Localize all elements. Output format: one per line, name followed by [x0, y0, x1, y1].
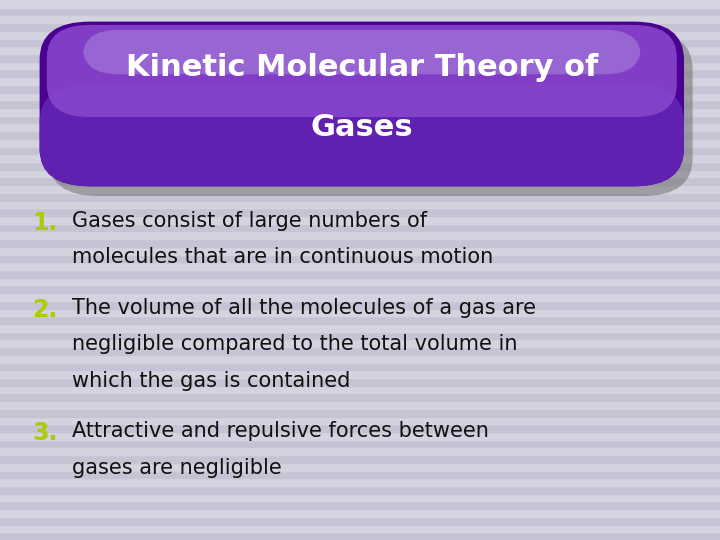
Bar [0, 340, 720, 347]
Bar [0, 440, 720, 448]
Bar [0, 46, 720, 54]
FancyBboxPatch shape [47, 25, 677, 117]
Bar [0, 394, 720, 401]
Bar [0, 170, 720, 178]
Bar [0, 200, 720, 208]
Bar [0, 16, 720, 23]
Bar [0, 38, 720, 46]
Bar [0, 70, 720, 77]
Bar [0, 308, 720, 316]
Text: Kinetic Molecular Theory of: Kinetic Molecular Theory of [126, 53, 598, 82]
Bar [0, 455, 720, 463]
Bar [0, 502, 720, 509]
Bar [0, 131, 720, 139]
Text: which the gas is contained: which the gas is contained [72, 371, 351, 391]
Bar [0, 355, 720, 362]
Bar [0, 154, 720, 162]
Text: Gases consist of large numbers of: Gases consist of large numbers of [72, 211, 427, 231]
Bar [0, 470, 720, 478]
Bar [0, 0, 720, 8]
Bar [0, 409, 720, 416]
Bar [0, 232, 720, 239]
Bar [0, 432, 720, 440]
Text: 1.: 1. [32, 211, 58, 234]
Bar [0, 347, 720, 355]
Text: gases are negligible: gases are negligible [72, 458, 282, 478]
FancyBboxPatch shape [40, 84, 684, 186]
Bar [0, 463, 720, 470]
Bar [0, 92, 720, 100]
Bar [0, 216, 720, 224]
Bar [0, 401, 720, 409]
Bar [0, 370, 720, 378]
Bar [0, 178, 720, 185]
Bar [0, 286, 720, 293]
Bar [0, 262, 720, 270]
Bar [0, 239, 720, 247]
FancyBboxPatch shape [83, 30, 641, 75]
Bar [0, 362, 720, 370]
Bar [0, 416, 720, 424]
Bar [0, 31, 720, 38]
Bar [0, 124, 720, 131]
Text: Attractive and repulsive forces between: Attractive and repulsive forces between [72, 421, 489, 441]
Bar [0, 316, 720, 324]
Bar [0, 162, 720, 170]
Text: Gases: Gases [310, 112, 413, 141]
Bar [0, 378, 720, 386]
Bar [0, 509, 720, 517]
FancyBboxPatch shape [40, 22, 684, 186]
Bar [0, 62, 720, 70]
Text: 3.: 3. [32, 421, 58, 445]
Bar [0, 301, 720, 308]
Bar [0, 146, 720, 154]
Text: molecules that are in continuous motion: molecules that are in continuous motion [72, 247, 493, 267]
Text: The volume of all the molecules of a gas are: The volume of all the molecules of a gas… [72, 298, 536, 318]
Bar [0, 448, 720, 455]
Bar [0, 278, 720, 286]
Bar [0, 478, 720, 486]
Bar [0, 139, 720, 146]
Bar [0, 100, 720, 108]
Bar [0, 532, 720, 540]
Bar [0, 208, 720, 216]
Bar [0, 54, 720, 62]
Bar [0, 85, 720, 92]
Bar [0, 185, 720, 193]
Bar [0, 23, 720, 31]
Bar [0, 224, 720, 232]
Bar [0, 293, 720, 301]
Bar [0, 77, 720, 85]
Bar [0, 494, 720, 502]
Bar [0, 386, 720, 394]
FancyBboxPatch shape [48, 31, 693, 196]
Bar [0, 424, 720, 432]
Bar [0, 324, 720, 332]
Bar [0, 108, 720, 116]
Bar [0, 254, 720, 262]
Bar [0, 524, 720, 532]
Bar [0, 247, 720, 254]
Bar [0, 8, 720, 16]
Bar [0, 116, 720, 124]
Text: negligible compared to the total volume in: negligible compared to the total volume … [72, 334, 518, 354]
Bar [0, 486, 720, 494]
Text: 2.: 2. [32, 298, 58, 321]
Bar [0, 193, 720, 200]
Bar [0, 517, 720, 524]
Bar [0, 270, 720, 278]
Bar [0, 332, 720, 340]
